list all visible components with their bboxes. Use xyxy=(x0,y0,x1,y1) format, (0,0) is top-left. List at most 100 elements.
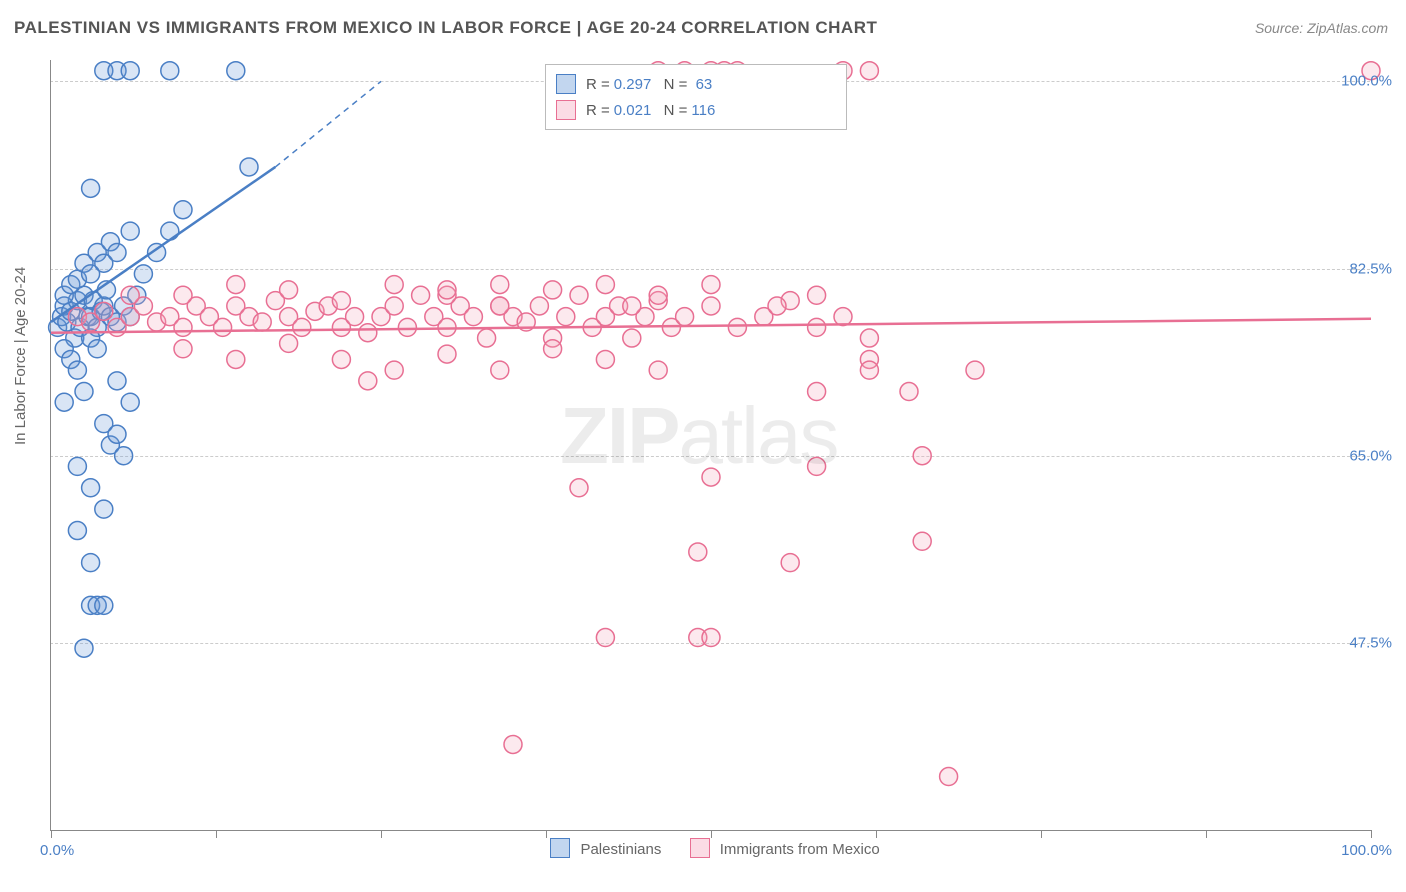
scatter-point xyxy=(332,350,350,368)
watermark-rest: atlas xyxy=(678,391,837,480)
scatter-point xyxy=(781,554,799,572)
scatter-point xyxy=(385,361,403,379)
scatter-point xyxy=(174,318,192,336)
r-label: R = xyxy=(586,102,610,119)
scatter-point xyxy=(75,639,93,657)
scatter-point xyxy=(174,286,192,304)
scatter-point xyxy=(596,350,614,368)
scatter-point xyxy=(860,361,878,379)
scatter-point xyxy=(596,629,614,647)
scatter-point xyxy=(108,244,126,262)
x-legend: Palestinians Immigrants from Mexico xyxy=(0,838,1406,858)
n-value-palestinians: 63 xyxy=(696,76,713,93)
scatter-point xyxy=(134,265,152,283)
scatter-point xyxy=(596,276,614,294)
scatter-point xyxy=(860,62,878,80)
xtick xyxy=(876,830,877,838)
trend-line xyxy=(275,81,381,167)
xtick xyxy=(711,830,712,838)
scatter-point xyxy=(161,62,179,80)
scatter-point xyxy=(227,62,245,80)
scatter-point xyxy=(940,768,958,786)
scatter-point xyxy=(913,532,931,550)
scatter-point xyxy=(121,286,139,304)
source-label: Source: ZipAtlas.com xyxy=(1255,20,1388,36)
scatter-point xyxy=(702,276,720,294)
scatter-point xyxy=(385,276,403,294)
scatter-point xyxy=(82,554,100,572)
scatter-point xyxy=(570,286,588,304)
scatter-point xyxy=(280,334,298,352)
scatter-point xyxy=(121,393,139,411)
scatter-point xyxy=(240,158,258,176)
scatter-point xyxy=(808,286,826,304)
scatter-point xyxy=(68,361,86,379)
scatter-point xyxy=(95,596,113,614)
scatter-point xyxy=(900,383,918,401)
scatter-point xyxy=(504,735,522,753)
scatter-point xyxy=(464,308,482,326)
scatter-point xyxy=(412,286,430,304)
scatter-point xyxy=(808,318,826,336)
xtick xyxy=(51,830,52,838)
stats-legend-box: R = 0.297 N = 63 R = 0.021 N = 116 xyxy=(545,64,847,130)
scatter-point xyxy=(544,281,562,299)
stats-row-mexico: R = 0.021 N = 116 xyxy=(556,97,836,123)
scatter-point xyxy=(491,361,509,379)
xtick xyxy=(216,830,217,838)
watermark: ZIPatlas xyxy=(560,390,837,482)
watermark-bold: ZIP xyxy=(560,391,678,480)
scatter-point xyxy=(557,308,575,326)
scatter-point xyxy=(491,276,509,294)
scatter-point xyxy=(398,318,416,336)
scatter-point xyxy=(82,479,100,497)
xtick xyxy=(1371,830,1372,838)
swatch-palestinians-icon xyxy=(556,74,576,94)
scatter-point xyxy=(75,383,93,401)
y-axis-label: In Labor Force | Age 20-24 xyxy=(12,267,29,445)
scatter-point xyxy=(860,329,878,347)
scatter-point xyxy=(55,393,73,411)
scatter-point xyxy=(68,457,86,475)
scatter-point xyxy=(530,297,548,315)
xlegend-mexico-label: Immigrants from Mexico xyxy=(720,841,880,858)
scatter-point xyxy=(108,425,126,443)
scatter-point xyxy=(385,297,403,315)
scatter-point xyxy=(689,543,707,561)
scatter-point xyxy=(623,329,641,347)
r-label: R = xyxy=(586,76,610,93)
scatter-point xyxy=(649,286,667,304)
scatter-point xyxy=(253,313,271,331)
xtick xyxy=(1206,830,1207,838)
swatch-mexico-icon xyxy=(690,838,710,858)
scatter-point xyxy=(88,340,106,358)
scatter-point xyxy=(121,222,139,240)
swatch-mexico-icon xyxy=(556,100,576,120)
scatter-point xyxy=(676,308,694,326)
scatter-point xyxy=(214,318,232,336)
n-label: N = xyxy=(664,76,688,93)
scatter-point xyxy=(95,500,113,518)
scatter-point xyxy=(702,629,720,647)
scatter-point xyxy=(478,329,496,347)
scatter-point xyxy=(174,201,192,219)
ytick-label: 47.5% xyxy=(1349,634,1392,651)
xtick xyxy=(381,830,382,838)
scatter-point xyxy=(768,297,786,315)
scatter-point xyxy=(227,276,245,294)
scatter-point xyxy=(623,297,641,315)
scatter-point xyxy=(544,340,562,358)
r-value-palestinians: 0.297 xyxy=(614,76,652,93)
ytick-label: 100.0% xyxy=(1341,73,1392,90)
scatter-point xyxy=(834,308,852,326)
scatter-point xyxy=(174,340,192,358)
scatter-point xyxy=(332,292,350,310)
swatch-palestinians-icon xyxy=(550,838,570,858)
scatter-point xyxy=(95,302,113,320)
xlegend-palestinians-label: Palestinians xyxy=(580,841,661,858)
xtick xyxy=(1041,830,1042,838)
scatter-point xyxy=(121,62,139,80)
scatter-point xyxy=(359,324,377,342)
xtick xyxy=(546,830,547,838)
scatter-point xyxy=(966,361,984,379)
